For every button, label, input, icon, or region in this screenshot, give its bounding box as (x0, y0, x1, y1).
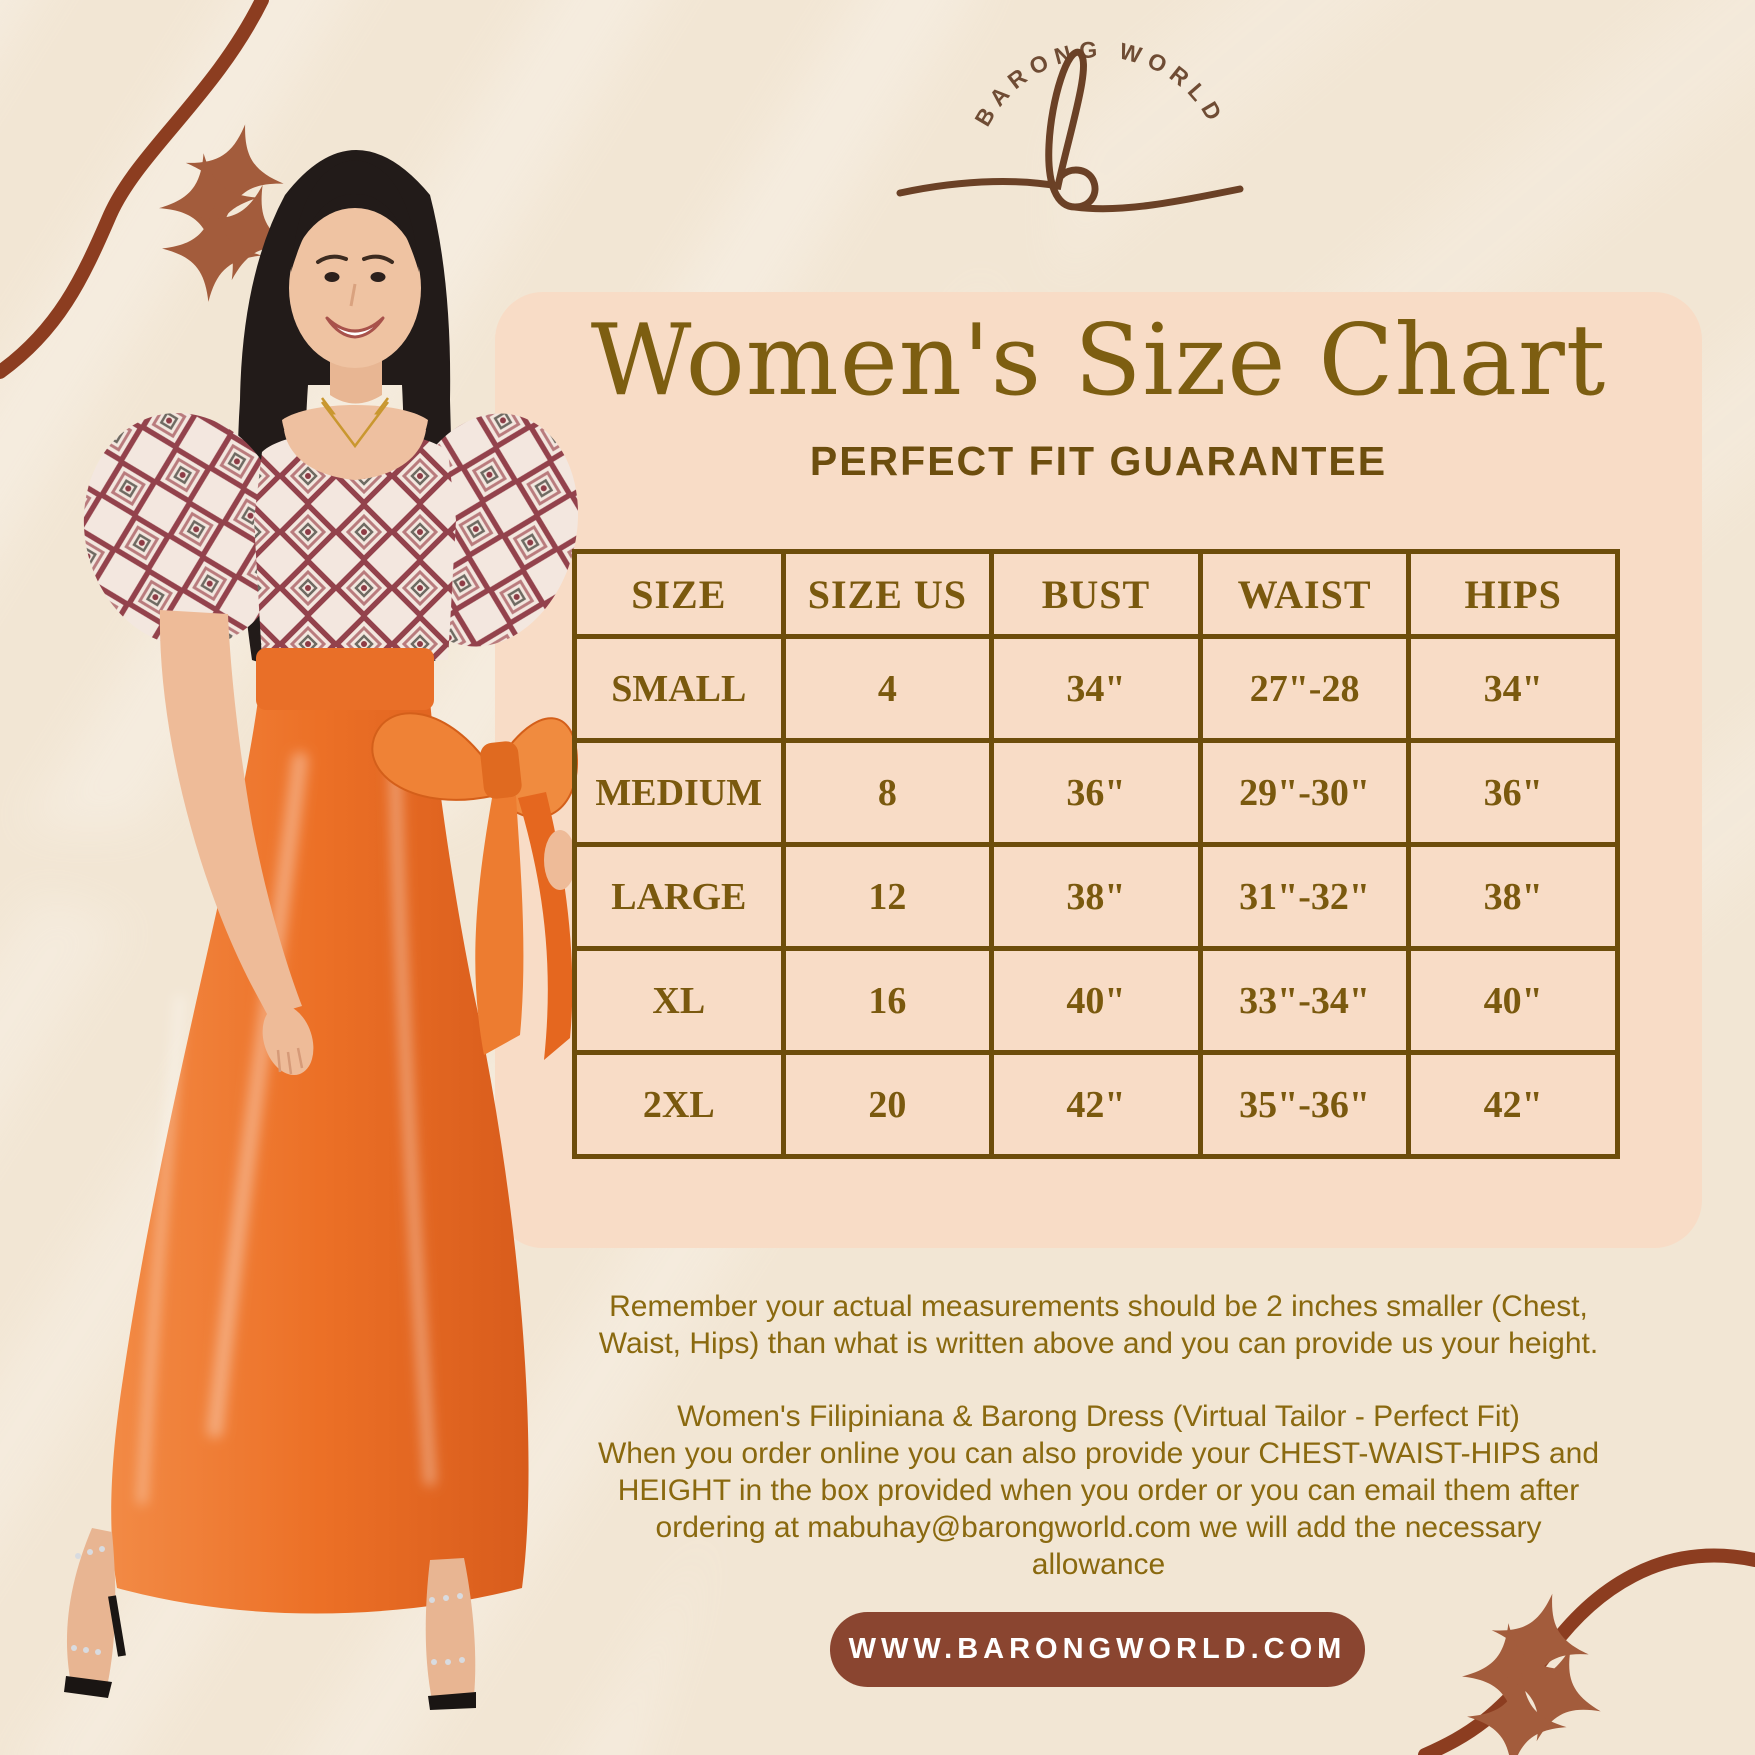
table-cell: 16 (780, 946, 995, 1055)
website-button[interactable]: WWW.BARONGWORLD.COM (830, 1612, 1365, 1687)
table-cell: 2XL (572, 1050, 786, 1159)
table-cell: 33"-34" (1197, 946, 1412, 1055)
table-cell: 4 (780, 634, 995, 743)
model-bow (371, 712, 578, 1060)
measurement-note: Remember your actual measurements should… (598, 1290, 1599, 1360)
page-title: Women's Size Chart (590, 304, 1607, 418)
column-header-3: WAIST (1197, 549, 1412, 639)
table-cell: SMALL (572, 634, 786, 743)
brand-logo: BARONG WORLD (896, 36, 1244, 213)
model-fingers (276, 1047, 304, 1075)
brand-monogram-b-icon (896, 48, 1244, 213)
table-row: SMALL 4 34" 27"-28 34" (572, 634, 1620, 743)
model-hand-right (544, 830, 576, 890)
table-cell: 40" (989, 946, 1203, 1055)
table-cell: 8 (780, 738, 995, 847)
model-eyes (324, 272, 386, 282)
model-sleeve-left (83, 412, 287, 648)
table-cell: 27"-28 (1197, 634, 1412, 743)
ordering-note: Women's Filipiniana & Barong Dress (Virt… (597, 1400, 1599, 1581)
column-header-1: SIZE US (780, 549, 995, 639)
model-bodice (254, 431, 456, 660)
table-row: XL 16 40" 33"-34" 40" (572, 946, 1620, 1055)
table-row: MEDIUM 8 36" 29"-30" 36" (572, 738, 1620, 847)
brand-arc-text: BARONG WORLD (969, 36, 1223, 131)
table-cell: XL (572, 946, 786, 1055)
svg-text:BARONG WORLD: BARONG WORLD (969, 36, 1230, 131)
squiggle-line-top-left (0, 0, 269, 379)
column-header-0: SIZE (572, 549, 786, 639)
column-header-2: BUST (989, 549, 1203, 639)
table-row: 2XL 20 42" 35"-36" 42" (572, 1050, 1620, 1159)
table-cell: 38" (989, 842, 1203, 951)
table-body: SMALL 4 34" 27"-28 34" MEDIUM 8 36" 29"-30" 36" LA… (572, 634, 1620, 1159)
model-skirt-highlights (137, 752, 436, 1505)
model-feet (64, 1528, 476, 1710)
table-header-row: SIZE SIZE US BUST WAIST HIPS (572, 549, 1620, 639)
table-cell: 36" (989, 738, 1203, 847)
table-cell: 38" (1406, 842, 1620, 951)
table-cell: 36" (1406, 738, 1620, 847)
table-cell: 40" (1406, 946, 1620, 1055)
table-cell: 31"-32" (1197, 842, 1412, 951)
model-necklace-front (321, 401, 389, 449)
model-hairline (291, 160, 419, 272)
model-waistband (256, 648, 434, 710)
table-cell: 20 (780, 1050, 995, 1159)
table-cell: 34" (1406, 634, 1620, 743)
model-eyebrows (316, 254, 394, 264)
table-cell: 29"-30" (1197, 738, 1412, 847)
column-header-4: HIPS (1406, 549, 1620, 639)
squiggle-line-bottom-right (1418, 1548, 1755, 1755)
model-nose (349, 283, 357, 307)
table-cell: 12 (780, 842, 995, 951)
size-chart-table: SIZE SIZE US BUST WAIST HIPS SMALL 4 34" 27"-28… (572, 549, 1620, 1159)
table-cell: 35"-36" (1197, 1050, 1412, 1159)
page-subtitle: PERFECT FIT GUARANTEE (809, 438, 1388, 484)
table-cell: MEDIUM (572, 738, 786, 847)
model-arm (159, 610, 302, 1016)
table-cell: LARGE (572, 842, 786, 951)
table-row: LARGE 12 38" 31"-32" 38" (572, 842, 1620, 951)
table-cell: 42" (1406, 1050, 1620, 1159)
model-smile (325, 316, 385, 339)
model-photo (64, 150, 578, 1710)
table-cell: 34" (989, 634, 1203, 743)
table-cell: 42" (989, 1050, 1203, 1159)
model-skirt (111, 700, 529, 1614)
